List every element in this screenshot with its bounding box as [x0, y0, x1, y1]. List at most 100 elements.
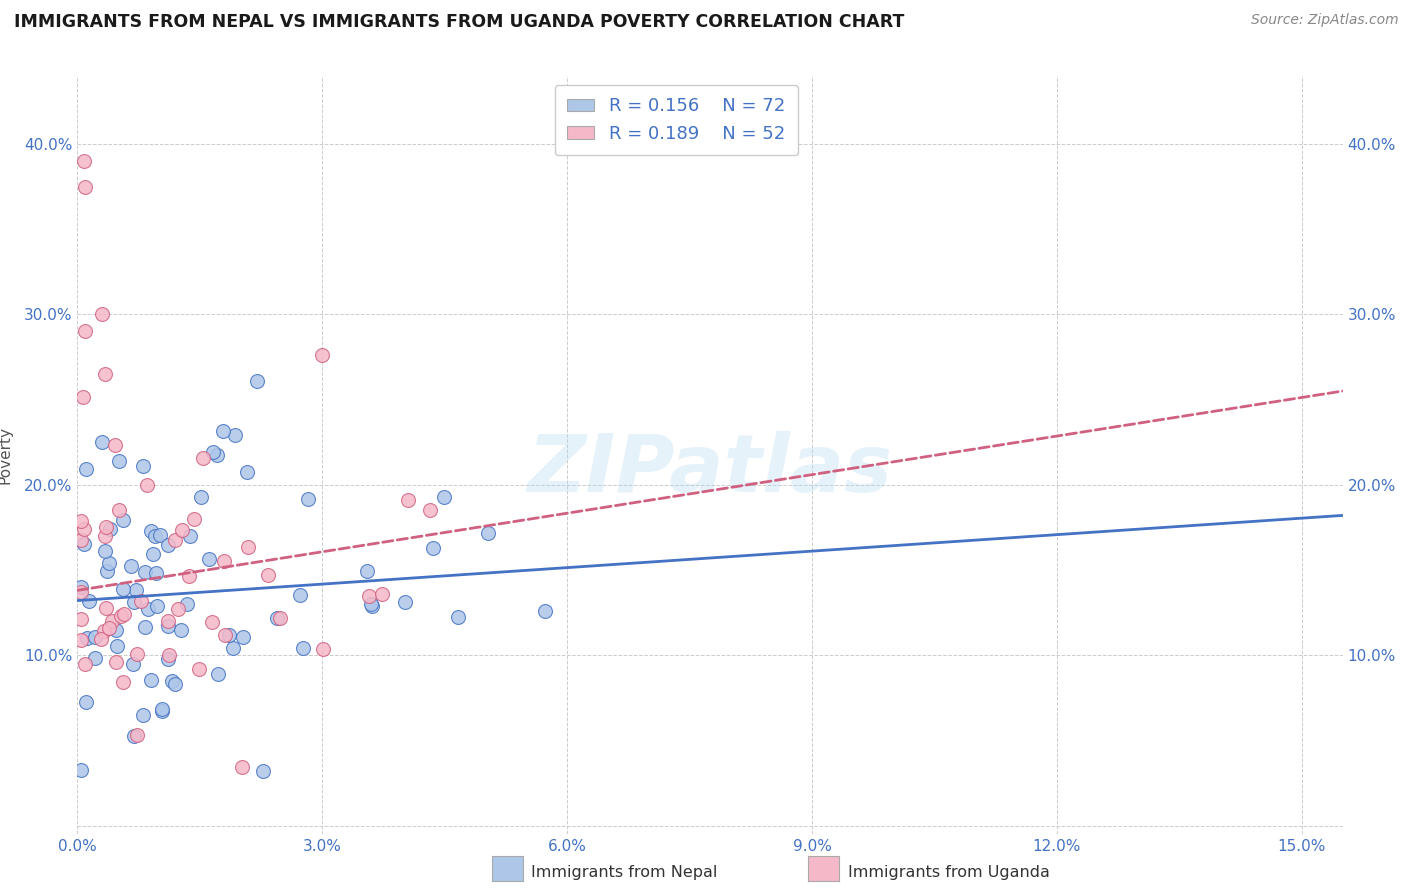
Point	[224, 428, 246, 442]
Point	[94, 367, 117, 381]
Point	[433, 490, 456, 504]
Text: Immigrants from Nepal: Immigrants from Nepal	[531, 865, 718, 880]
Point	[73, 522, 96, 536]
Point	[104, 438, 127, 452]
Point	[98, 556, 121, 570]
Y-axis label: Poverty: Poverty	[0, 425, 13, 484]
Point	[166, 602, 188, 616]
Point	[197, 552, 219, 566]
Point	[157, 648, 180, 663]
Text: ZIPatlas: ZIPatlas	[527, 431, 893, 509]
Point	[70, 533, 93, 548]
Point	[75, 461, 97, 475]
Point	[360, 597, 382, 611]
Point	[122, 657, 145, 671]
Point	[212, 424, 235, 438]
Point	[218, 628, 240, 642]
Point	[157, 619, 180, 633]
Point	[179, 528, 201, 542]
Point	[170, 523, 193, 537]
Point	[252, 764, 274, 778]
Point	[73, 657, 96, 671]
Point	[94, 519, 117, 533]
Point	[96, 600, 118, 615]
Point	[447, 609, 470, 624]
Point	[98, 621, 121, 635]
Point	[104, 655, 127, 669]
Point	[533, 604, 555, 618]
Point	[75, 179, 97, 194]
Point	[157, 652, 180, 666]
Point	[176, 597, 198, 611]
Point	[163, 677, 186, 691]
Point	[207, 667, 229, 681]
Point	[160, 674, 183, 689]
Point	[105, 639, 128, 653]
Point	[110, 609, 132, 624]
Point	[76, 695, 98, 709]
Text: IMMIGRANTS FROM NEPAL VS IMMIGRANTS FROM UGANDA POVERTY CORRELATION CHART: IMMIGRANTS FROM NEPAL VS IMMIGRANTS FROM…	[14, 13, 904, 31]
Point	[70, 633, 93, 648]
Point	[245, 374, 267, 388]
Point	[141, 673, 163, 688]
Point	[112, 675, 135, 690]
Point	[90, 434, 112, 449]
Point	[371, 586, 394, 600]
Point	[188, 662, 211, 676]
Point	[212, 554, 235, 568]
Point	[222, 640, 245, 655]
Point	[170, 623, 193, 637]
Point	[98, 522, 121, 536]
Text: Immigrants from Uganda: Immigrants from Uganda	[848, 865, 1050, 880]
Point	[231, 759, 253, 773]
Point	[394, 594, 416, 608]
Point	[93, 624, 115, 638]
Point	[70, 580, 93, 594]
Legend: R = 0.156    N = 72, R = 0.189    N = 52: R = 0.156 N = 72, R = 0.189 N = 52	[554, 85, 797, 155]
Point	[205, 448, 228, 462]
Point	[269, 611, 291, 625]
Point	[70, 764, 93, 778]
Point	[94, 529, 117, 543]
Point	[108, 503, 131, 517]
Point	[111, 582, 134, 596]
Point	[131, 594, 153, 608]
Point	[360, 599, 382, 613]
Point	[70, 585, 93, 599]
Point	[139, 524, 162, 538]
Point	[124, 594, 146, 608]
Point	[214, 628, 236, 642]
Point	[291, 640, 314, 655]
Point	[70, 612, 93, 626]
Point	[422, 541, 444, 555]
Point	[122, 729, 145, 743]
Point	[90, 632, 112, 646]
Point	[136, 478, 159, 492]
Point	[112, 513, 135, 527]
Point	[232, 630, 254, 644]
Point	[73, 154, 96, 169]
Point	[150, 702, 173, 716]
Point	[177, 568, 200, 582]
Point	[311, 348, 333, 362]
Point	[125, 583, 148, 598]
Point	[101, 614, 124, 628]
Point	[156, 538, 179, 552]
Point	[297, 492, 319, 507]
Point	[94, 544, 117, 558]
Point	[236, 540, 259, 554]
Point	[96, 564, 118, 578]
Point	[157, 615, 180, 629]
Point	[83, 630, 105, 644]
Point	[125, 728, 148, 742]
Point	[183, 512, 205, 526]
Point	[312, 641, 335, 656]
Point	[134, 620, 156, 634]
Point	[73, 537, 96, 551]
Point	[70, 514, 93, 528]
Point	[75, 325, 97, 339]
Point	[146, 599, 169, 614]
Point	[136, 602, 159, 616]
Point	[149, 528, 172, 542]
Point	[266, 611, 288, 625]
